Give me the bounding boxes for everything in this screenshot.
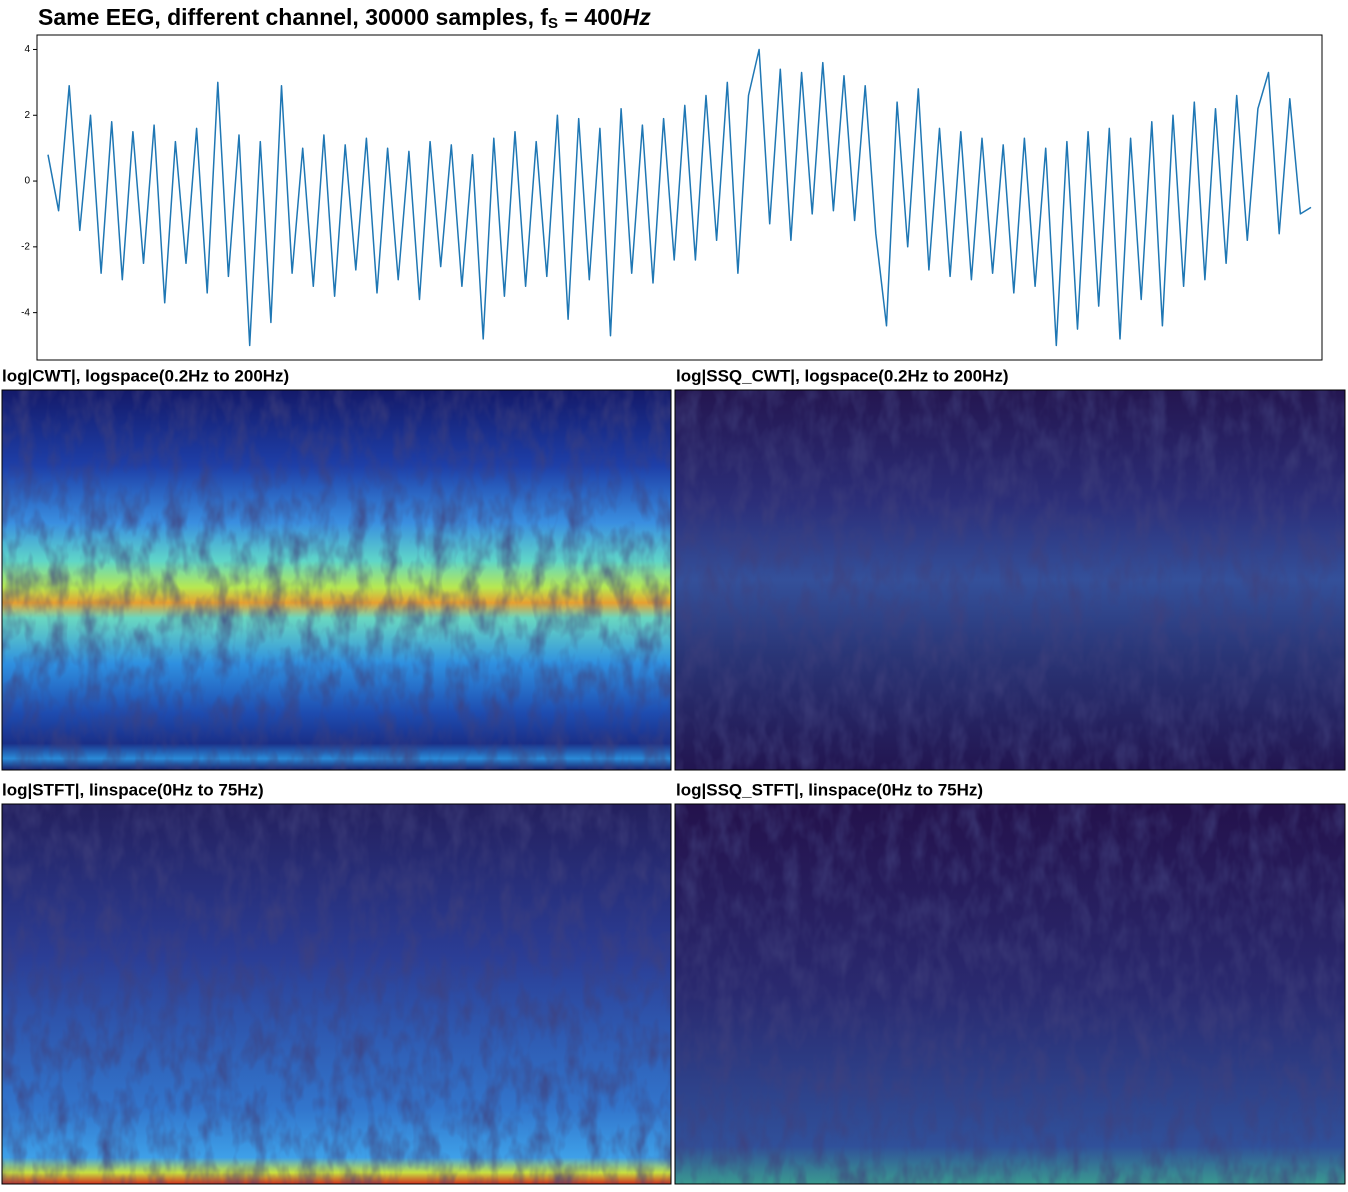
plot-frame — [36, 34, 1323, 361]
y-tick-label: 2 — [24, 110, 30, 121]
panel-title: log|SSQ_CWT|, logspace(0.2Hz to 200Hz) — [676, 366, 1009, 385]
eeg-line — [47, 48, 1312, 347]
spectrogram-frame — [1, 389, 672, 771]
title-unit: Hz — [623, 4, 652, 30]
panel-title: log|CWT|, logspace(0.2Hz to 200Hz) — [2, 366, 289, 385]
spectrogram-texture — [675, 390, 1345, 770]
spectrogram-texture — [2, 804, 671, 1184]
spectrogram-texture — [675, 804, 1345, 1184]
panel-title: log|SSQ_STFT|, linspace(0Hz to 75Hz) — [676, 780, 983, 799]
panel-title: log|STFT|, linspace(0Hz to 75Hz) — [2, 780, 264, 799]
chart-title: Same EEG, different channel, 30000 sampl… — [38, 4, 651, 32]
spectrogram-texture — [2, 390, 671, 770]
spectrogram-frame — [674, 389, 1346, 771]
title-text: Same EEG, different channel, 30000 sampl… — [38, 4, 548, 30]
spectrogram-frame — [674, 803, 1346, 1185]
y-tick-label: 4 — [24, 44, 30, 55]
title-suffix: = 400 — [558, 4, 623, 30]
spectrogram-frame — [1, 803, 672, 1185]
title-subscript: S — [548, 15, 558, 32]
y-tick-label: -4 — [21, 307, 30, 318]
y-tick-label: 0 — [24, 176, 30, 187]
y-tick-label: -2 — [21, 241, 30, 252]
